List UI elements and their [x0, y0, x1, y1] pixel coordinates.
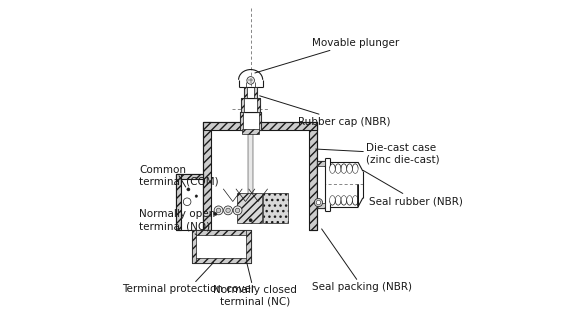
- Bar: [248, 112, 253, 215]
- Circle shape: [216, 208, 221, 212]
- Text: Seal rubber (NBR): Seal rubber (NBR): [363, 170, 463, 206]
- Bar: [241, 98, 260, 112]
- Text: Normally closed
terminal (NC): Normally closed terminal (NC): [213, 262, 297, 307]
- Text: Seal packing (NBR): Seal packing (NBR): [312, 229, 412, 292]
- Bar: [192, 230, 196, 263]
- Circle shape: [314, 198, 322, 207]
- Bar: [175, 174, 181, 230]
- Bar: [257, 98, 260, 112]
- Bar: [317, 161, 325, 166]
- Bar: [254, 87, 257, 98]
- Circle shape: [226, 208, 230, 212]
- Bar: [246, 230, 251, 263]
- Bar: [259, 112, 261, 130]
- Bar: [203, 122, 317, 130]
- Text: Common
terminal (COM): Common terminal (COM): [139, 165, 219, 187]
- Circle shape: [214, 206, 223, 215]
- Bar: [309, 122, 317, 230]
- Circle shape: [214, 212, 217, 215]
- Bar: [192, 258, 251, 263]
- Text: Rubber cap (NBR): Rubber cap (NBR): [259, 96, 391, 127]
- Text: Terminal protection cover: Terminal protection cover: [122, 263, 255, 294]
- Text: Movable plunger: Movable plunger: [255, 38, 399, 73]
- Bar: [210, 130, 309, 230]
- Bar: [192, 230, 251, 263]
- Circle shape: [224, 206, 233, 215]
- Bar: [240, 112, 243, 130]
- Bar: [237, 193, 262, 223]
- Circle shape: [183, 198, 191, 205]
- Circle shape: [236, 208, 240, 212]
- Bar: [192, 230, 251, 235]
- Bar: [203, 122, 210, 230]
- Circle shape: [249, 219, 252, 222]
- Circle shape: [187, 188, 190, 191]
- Circle shape: [195, 195, 198, 197]
- Text: Die-cast case
(zinc die-cast): Die-cast case (zinc die-cast): [315, 143, 440, 164]
- Circle shape: [247, 76, 254, 84]
- Bar: [240, 112, 261, 130]
- Bar: [175, 174, 203, 180]
- Bar: [264, 193, 288, 223]
- Bar: [244, 87, 257, 98]
- Bar: [241, 98, 244, 112]
- Bar: [243, 129, 259, 134]
- Bar: [244, 87, 247, 98]
- Bar: [317, 161, 325, 208]
- Circle shape: [233, 206, 242, 215]
- Circle shape: [316, 200, 321, 205]
- Bar: [175, 174, 203, 230]
- Bar: [317, 203, 325, 208]
- Text: Normally open
terminal (NO): Normally open terminal (NO): [139, 210, 216, 235]
